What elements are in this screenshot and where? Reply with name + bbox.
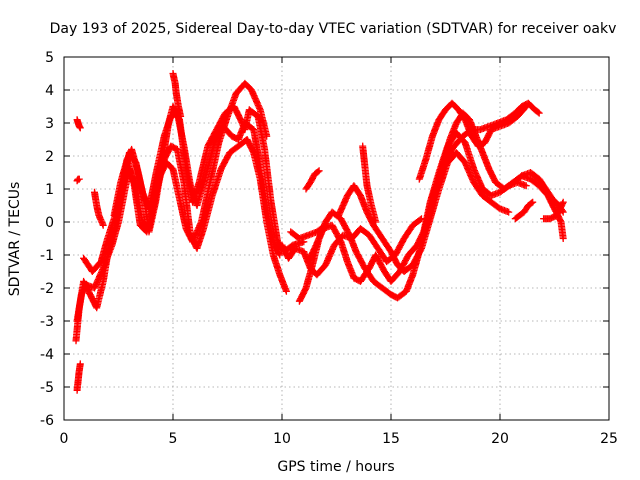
series-track-18 bbox=[169, 70, 185, 120]
data-point bbox=[314, 168, 322, 176]
data-point bbox=[522, 182, 530, 190]
x-tick-label: 15 bbox=[382, 431, 400, 447]
data-point bbox=[99, 221, 107, 229]
y-tick-label: 3 bbox=[45, 116, 54, 132]
y-tick-label: 0 bbox=[45, 215, 54, 231]
data-point bbox=[559, 198, 567, 206]
y-tick-label: 2 bbox=[45, 149, 54, 165]
series-track-15 bbox=[73, 175, 83, 185]
data-point bbox=[276, 251, 284, 259]
data-point bbox=[416, 216, 424, 224]
y-axis-label: SDTVAR / TECUs bbox=[7, 182, 23, 297]
data-point bbox=[521, 104, 529, 112]
data-point bbox=[535, 109, 543, 117]
y-tick-label: 1 bbox=[45, 182, 54, 198]
x-axis-label: GPS time / hours bbox=[277, 459, 394, 475]
grid-lines bbox=[64, 57, 609, 420]
series-track-3 bbox=[73, 136, 290, 325]
x-tick-label: 5 bbox=[169, 431, 178, 447]
chart-title: Day 193 of 2025, Sidereal Day-to-day VTE… bbox=[50, 21, 617, 37]
y-tick-label: -2 bbox=[40, 281, 54, 297]
data-point bbox=[505, 208, 513, 216]
y-tick-label: -4 bbox=[40, 347, 54, 363]
plot-frame bbox=[63, 56, 610, 421]
data-point bbox=[322, 221, 330, 229]
data-point bbox=[522, 103, 530, 110]
data-point bbox=[76, 360, 84, 368]
series-track-11 bbox=[518, 169, 567, 216]
y-tick-label: -6 bbox=[40, 413, 54, 429]
y-tick-label: -1 bbox=[40, 248, 54, 264]
data-point bbox=[75, 175, 83, 183]
x-tick-label: 25 bbox=[600, 431, 618, 447]
series-track-14 bbox=[73, 116, 84, 132]
series-track-17 bbox=[91, 188, 107, 229]
y-tick-label: 4 bbox=[45, 83, 54, 99]
series-track-20 bbox=[302, 167, 323, 193]
data-point bbox=[559, 208, 567, 216]
axis-ticks: 0 5 10 15 20 25 -6 -5 -4 -3 -2 -1 0 1 2 3 4 5 bbox=[40, 50, 618, 447]
series-track-19 bbox=[287, 221, 330, 242]
data-point bbox=[177, 112, 185, 120]
series-track-6 bbox=[295, 99, 543, 305]
x-tick-label: 0 bbox=[60, 431, 69, 447]
data-point bbox=[372, 218, 380, 226]
data-point bbox=[76, 124, 84, 132]
y-tick-label: 5 bbox=[45, 50, 54, 66]
y-tick-label: -5 bbox=[40, 380, 54, 396]
series-track-12 bbox=[511, 198, 537, 223]
series-track-13 bbox=[540, 198, 567, 223]
x-tick-label: 20 bbox=[491, 431, 509, 447]
x-tick-label: 10 bbox=[273, 431, 291, 447]
data-point bbox=[282, 287, 290, 295]
data-point bbox=[529, 198, 537, 206]
data-point bbox=[263, 132, 271, 140]
y-tick-label: -3 bbox=[40, 314, 54, 330]
data-marks bbox=[72, 70, 567, 394]
data-point bbox=[315, 167, 323, 175]
series-track-4 bbox=[110, 79, 271, 246]
data-point bbox=[534, 108, 542, 116]
series-track-21 bbox=[359, 142, 380, 226]
series-track-16 bbox=[73, 360, 84, 394]
data-point bbox=[559, 235, 567, 242]
data-point bbox=[320, 222, 328, 230]
data-point bbox=[528, 199, 536, 207]
